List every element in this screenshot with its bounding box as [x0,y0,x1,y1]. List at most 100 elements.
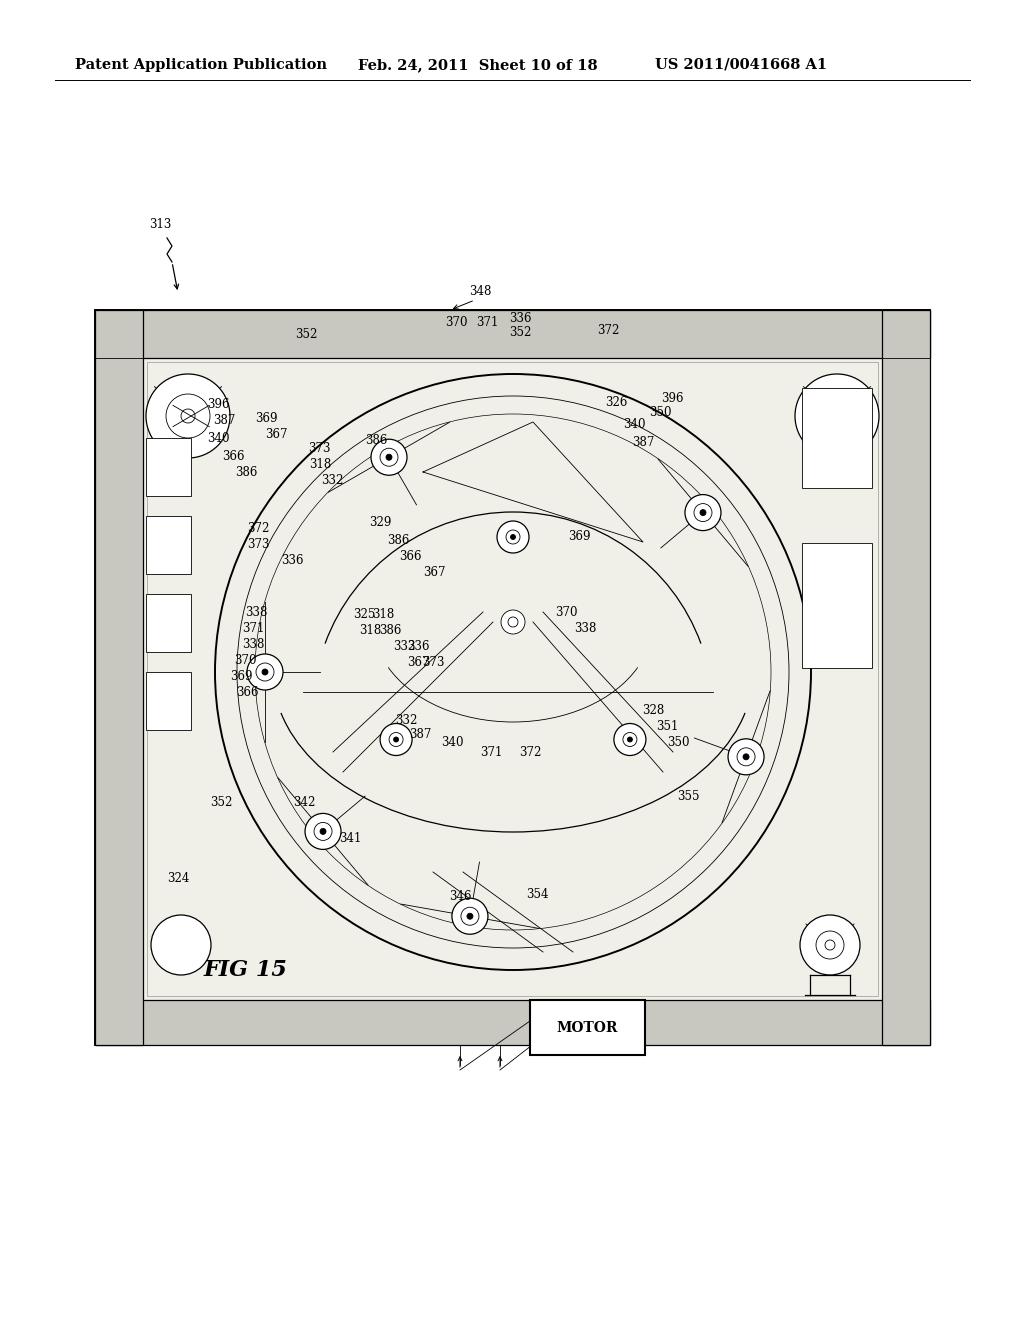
Text: 318: 318 [309,458,331,470]
Bar [530,1001,645,1055]
Circle shape [511,535,515,540]
Text: 342: 342 [293,796,315,809]
Text: 340: 340 [440,735,463,748]
Text: 350: 350 [667,737,689,750]
Circle shape [314,822,332,841]
Text: 341: 341 [339,832,361,845]
Text: 350: 350 [649,407,672,420]
Text: 348: 348 [469,285,492,298]
Circle shape [393,737,398,742]
Circle shape [508,616,518,627]
Text: 369: 369 [255,412,278,425]
Text: US 2011/0041668 A1: US 2011/0041668 A1 [655,58,827,73]
Circle shape [501,610,525,634]
Circle shape [256,663,274,681]
Circle shape [151,915,211,975]
Text: 355: 355 [677,791,699,804]
Circle shape [371,440,407,475]
Text: 371: 371 [242,622,264,635]
Text: 352: 352 [509,326,531,339]
Text: 332: 332 [321,474,343,487]
Bar [147,362,878,997]
Circle shape [614,723,646,755]
Text: 396: 396 [207,399,229,412]
Text: 386: 386 [379,624,401,638]
Text: FIG 15: FIG 15 [203,960,287,981]
Text: 372: 372 [247,521,269,535]
Circle shape [694,504,712,521]
Circle shape [247,653,283,690]
Text: 324: 324 [167,871,189,884]
Circle shape [795,374,879,458]
Circle shape [830,409,844,422]
Circle shape [497,521,529,553]
Circle shape [452,898,487,935]
Text: 346: 346 [449,891,471,903]
Text: 369: 369 [567,531,590,544]
Text: 373: 373 [247,539,269,552]
Circle shape [166,393,210,438]
Text: 370: 370 [233,655,256,668]
Text: 387: 387 [409,729,431,742]
Text: 373: 373 [422,656,444,669]
Bar [882,310,930,1045]
Circle shape [386,454,392,461]
Text: 371: 371 [480,746,502,759]
Text: 332: 332 [393,640,415,653]
Text: 372: 372 [597,323,620,337]
Text: 336: 336 [407,640,429,653]
Text: 338: 338 [573,623,596,635]
Bar [95,310,930,358]
Bar [95,1001,930,1045]
Text: 367: 367 [265,428,288,441]
Text: 338: 338 [245,606,267,619]
Circle shape [815,393,859,438]
Circle shape [623,733,637,747]
Bar [95,310,930,1045]
Circle shape [380,449,398,466]
Circle shape [685,495,721,531]
Text: 352: 352 [295,329,317,342]
Text: 340: 340 [207,433,229,446]
Text: 371: 371 [476,317,499,330]
Text: 386: 386 [234,466,257,479]
Text: 367: 367 [407,656,429,669]
Circle shape [728,739,764,775]
Text: 372: 372 [519,746,542,759]
Text: 370: 370 [444,317,467,330]
Bar [802,543,872,668]
Text: 352: 352 [210,796,232,808]
Text: 369: 369 [229,671,252,684]
Text: 325: 325 [353,609,375,622]
Text: 318: 318 [372,609,394,622]
Circle shape [743,754,749,760]
Circle shape [389,733,403,747]
Circle shape [825,940,835,950]
Circle shape [305,813,341,849]
Text: Feb. 24, 2011  Sheet 10 of 18: Feb. 24, 2011 Sheet 10 of 18 [358,58,598,73]
Bar [146,672,191,730]
Text: 367: 367 [423,566,445,579]
Text: 313: 313 [148,218,171,231]
Text: 332: 332 [395,714,417,726]
Text: 354: 354 [525,888,548,902]
Text: 386: 386 [365,433,387,446]
Circle shape [146,374,230,458]
Text: 396: 396 [660,392,683,404]
Text: 386: 386 [387,533,410,546]
Circle shape [321,829,326,834]
Text: 370: 370 [555,606,578,619]
Text: 328: 328 [642,704,665,717]
Circle shape [800,915,860,975]
Text: 373: 373 [308,441,331,454]
Text: Patent Application Publication: Patent Application Publication [75,58,327,73]
Text: 326: 326 [605,396,627,408]
Text: 366: 366 [222,450,245,462]
Circle shape [816,931,844,960]
Text: 387: 387 [632,437,654,450]
Circle shape [461,907,479,925]
Text: MOTOR: MOTOR [557,1020,618,1035]
Circle shape [737,748,755,766]
Bar [146,438,191,496]
Text: 366: 366 [236,686,258,700]
